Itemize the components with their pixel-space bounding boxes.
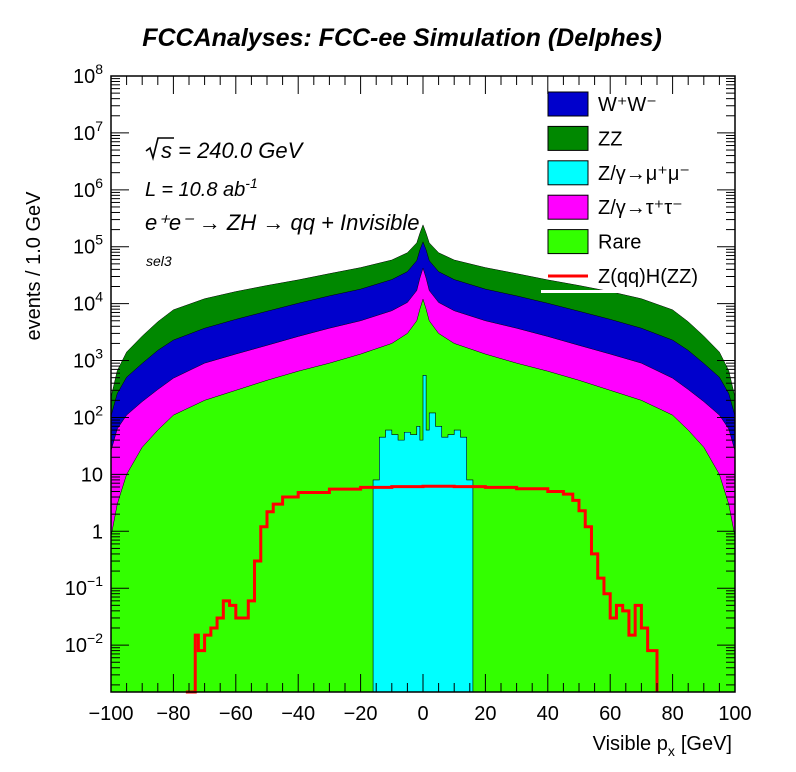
x-tick-label: 0	[417, 703, 428, 725]
plot-area	[110, 224, 736, 694]
y-tick-label: 105	[73, 232, 103, 259]
legend-label: Z/γ→τ⁺τ⁻	[598, 197, 683, 219]
y-tick-label: 107	[73, 118, 103, 145]
legend-swatch	[547, 91, 589, 117]
y-tick-label: 1	[92, 521, 103, 543]
x-tick-label: 20	[474, 703, 496, 725]
sqrt-s-label: s = 240.0 GeV	[161, 138, 305, 163]
legend-label: W⁺W⁻	[598, 94, 657, 116]
legend-label: ZZ	[598, 128, 622, 150]
x-tick-label: −60	[219, 703, 253, 725]
legend-swatch	[547, 194, 589, 220]
x-tick-label: −20	[344, 703, 378, 725]
x-axis-label: Visible px [GeV]	[593, 733, 732, 759]
legend-label: Z/γ→μ⁺μ⁻	[598, 163, 690, 185]
y-tick-label: 10−1	[65, 573, 103, 600]
signal-line	[185, 484, 659, 694]
y-tick-label: 10−2	[65, 630, 103, 657]
legend-mask	[541, 290, 727, 293]
annotations: s = 240.0 GeV L = 10.8 ab-1 e⁺e⁻ → ZH → …	[145, 137, 420, 269]
x-axis: −100 −80 −60 −40 −20 0 20 40 60 80 100	[88, 76, 752, 725]
legend: W⁺W⁻ ZZ Z/γ→μ⁺μ⁻ Z/γ→τ⁺τ⁻ Rare Z(qq)H(ZZ)	[541, 91, 727, 293]
legend-label: Rare	[598, 232, 641, 254]
legend-swatch	[547, 229, 589, 255]
y-tick-label: 106	[73, 175, 103, 202]
y-tick-label: 102	[73, 402, 103, 429]
x-tick-label: −80	[156, 703, 190, 725]
stack-area-zmumu	[372, 375, 474, 693]
x-tick-label: −100	[88, 703, 133, 725]
x-axis-label-main: Visible p	[593, 733, 668, 755]
luminosity-label: L = 10.8 ab-1	[145, 175, 258, 201]
sqrt-symbol	[145, 137, 174, 162]
x-axis-label-subscript: x	[668, 743, 675, 759]
legend-swatch	[547, 160, 589, 186]
y-tick-label: 10	[81, 464, 103, 486]
legend-swatch	[547, 125, 589, 151]
x-axis-label-unit: [GeV]	[681, 733, 732, 755]
process-label: e⁺e⁻ → ZH → qq + Invisible	[145, 210, 420, 235]
x-tick-label: −40	[281, 703, 315, 725]
x-tick-label: 80	[661, 703, 683, 725]
y-axis: 10−2 10−1 1 10 102 103 104 105 106 107 108	[65, 61, 735, 686]
luminosity-exp: -1	[245, 175, 257, 191]
y-tick-label: 108	[73, 61, 103, 88]
luminosity-main: L = 10.8 ab	[145, 179, 245, 201]
y-tick-label: 104	[73, 289, 103, 316]
y-axis-label: events / 1.0 GeV	[23, 191, 45, 341]
x-tick-label: 40	[537, 703, 559, 725]
y-tick-label: 103	[73, 346, 103, 373]
legend-label: Z(qq)H(ZZ)	[598, 266, 698, 288]
x-tick-label: 60	[599, 703, 621, 725]
x-tick-label: 100	[718, 703, 751, 725]
selection-label: sel3	[146, 253, 172, 269]
chart-title: FCCAnalyses: FCC-ee Simulation (Delphes)	[142, 24, 662, 52]
